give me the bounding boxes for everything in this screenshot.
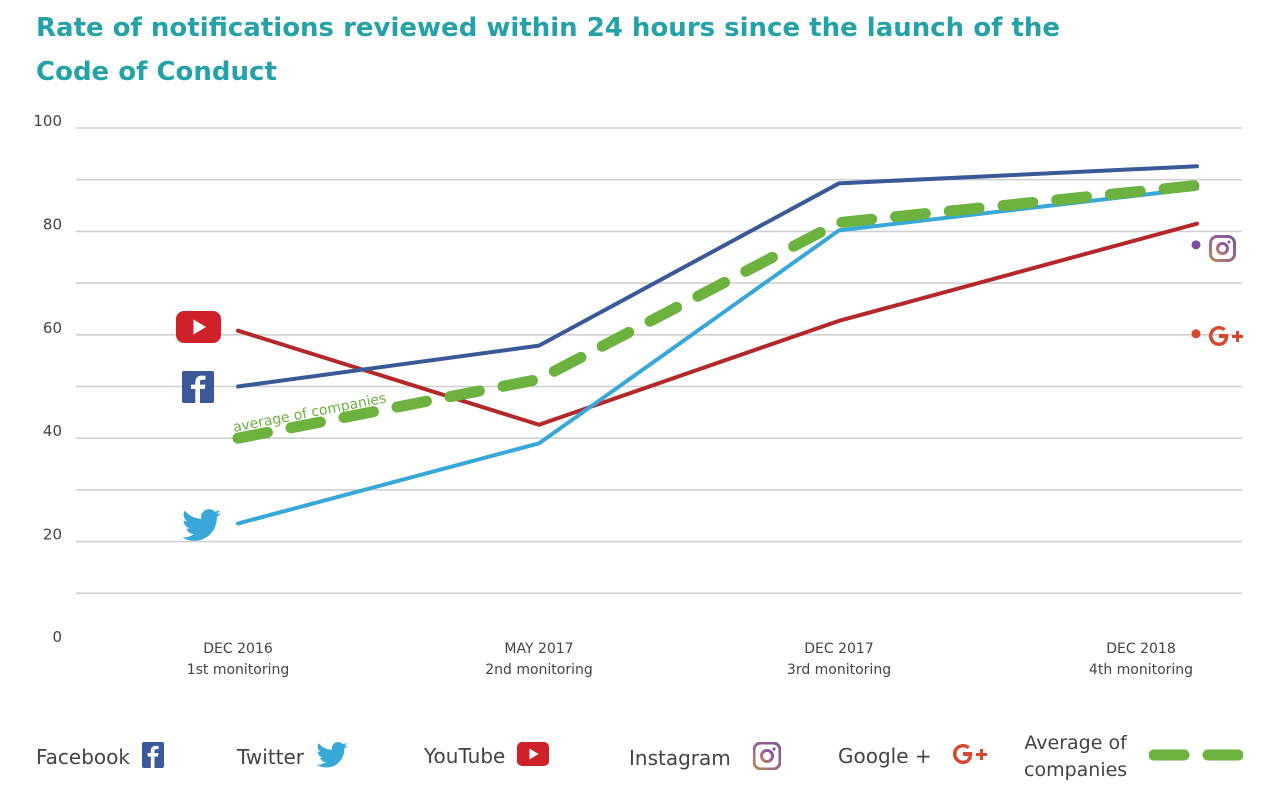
legend-label: Google +	[838, 744, 932, 768]
youtube-icon	[176, 311, 221, 343]
y-tick-label: 80	[43, 215, 62, 233]
series-line-twitter	[236, 186, 1199, 526]
instagram-icon	[1209, 235, 1236, 262]
green-dashes-swatch	[1148, 747, 1244, 767]
facebook-icon	[141, 742, 164, 772]
youtube-icon	[517, 742, 550, 770]
legend-label: Average of companies	[1024, 730, 1127, 784]
legend-label: Facebook	[36, 745, 130, 769]
legend-label: Instagram	[629, 746, 731, 770]
instagram-icon	[752, 741, 782, 774]
chart-title: Rate of notifications reviewed within 24…	[36, 13, 1061, 87]
google-plus-point	[1191, 329, 1201, 339]
line-chart: 0 20 40 60 80 100 DEC 2016 1st monitoring MAY 2…	[33, 112, 1243, 678]
series-line-facebook	[236, 164, 1199, 389]
y-axis: 0 20 40 60 80 100	[33, 112, 62, 646]
instagram-point	[1191, 240, 1201, 250]
y-tick-label: 60	[43, 319, 62, 337]
x-tick-label: DEC 2018	[1106, 641, 1175, 657]
x-tick-sublabel: 1st monitoring	[187, 662, 290, 678]
series-icons	[176, 235, 1243, 541]
y-tick-label: 100	[33, 112, 62, 130]
legend-item-youtube: YouTube	[424, 742, 550, 770]
google-plus-icon	[1209, 326, 1243, 346]
series-line-average-of-companies	[232, 179, 1203, 444]
series-line-youtube	[236, 221, 1199, 427]
legend-item-facebook: Facebook	[36, 742, 164, 772]
x-tick-sublabel: 4th monitoring	[1089, 662, 1193, 678]
x-tick-label: DEC 2017	[804, 641, 873, 657]
legend-item-instagram: Instagram	[629, 741, 782, 774]
twitter-icon	[316, 742, 348, 772]
legend-item-average: Average of companies	[1024, 730, 1244, 784]
legend-label-line2: companies	[1024, 759, 1128, 781]
x-axis: DEC 2016 1st monitoring MAY 2017 2nd monito…	[187, 641, 1193, 678]
legend-label: Twitter	[237, 745, 305, 769]
facebook-icon	[182, 371, 214, 403]
legend-item-google-plus: Google +	[838, 742, 990, 770]
y-tick-label: 40	[43, 422, 62, 440]
google-plus-icon	[952, 742, 990, 770]
y-tick-label: 0	[52, 628, 62, 646]
legend-label-line1: Average of	[1024, 732, 1127, 754]
legend-item-twitter: Twitter	[237, 742, 348, 772]
x-tick-sublabel: 2nd monitoring	[485, 662, 593, 678]
grid-lines	[76, 127, 1242, 595]
x-tick-sublabel: 3rd monitoring	[787, 662, 891, 678]
y-tick-label: 20	[43, 526, 62, 544]
series-lines	[232, 164, 1203, 526]
twitter-icon	[182, 509, 221, 541]
x-tick-label: DEC 2016	[203, 641, 273, 657]
legend-label: YouTube	[424, 744, 506, 768]
legend: Facebook Twitter YouTube Instagram	[0, 720, 1284, 796]
x-tick-label: MAY 2017	[504, 641, 573, 657]
